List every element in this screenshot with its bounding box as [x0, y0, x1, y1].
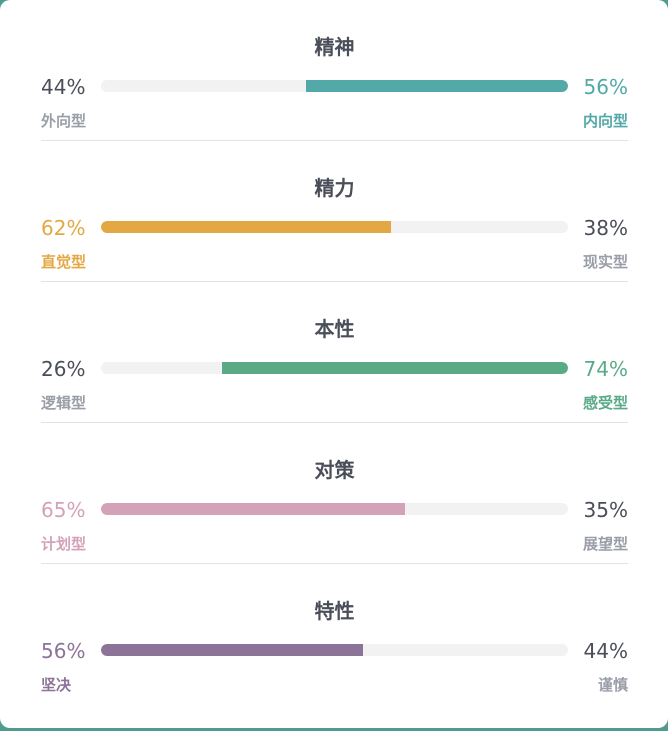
trait-title: 精力: [314, 176, 355, 200]
trait-nature: 本性 26% 74% 逻辑型 感受型: [41, 282, 628, 423]
trait-tactics: 对策 65% 35% 计划型 展望型: [41, 423, 628, 564]
left-percent: 44%: [41, 75, 86, 99]
divider: [41, 563, 628, 564]
right-label: 感受型: [582, 394, 628, 412]
left-label: 外向型: [41, 112, 87, 130]
trait-progress-bar: [101, 362, 568, 374]
right-percent: 44%: [583, 639, 628, 663]
left-percent: 56%: [41, 639, 86, 663]
divider: [41, 281, 628, 282]
right-label: 内向型: [582, 112, 628, 130]
trait-progress-fill: [101, 503, 405, 515]
trait-progress-fill: [306, 80, 568, 92]
left-percent: 65%: [41, 498, 86, 522]
trait-progress-fill: [101, 221, 391, 233]
right-percent: 74%: [583, 357, 628, 381]
divider: [41, 140, 628, 141]
trait-progress-bar: [101, 503, 568, 515]
trait-title: 精神: [314, 35, 355, 59]
left-label: 计划型: [41, 535, 87, 553]
trait-progress-fill: [101, 644, 363, 656]
divider: [41, 422, 628, 423]
right-percent: 38%: [583, 216, 628, 240]
trait-progress-bar: [101, 644, 568, 656]
trait-title: 本性: [314, 317, 355, 341]
trait-progress-bar: [101, 80, 568, 92]
left-percent: 26%: [41, 357, 86, 381]
right-percent: 56%: [583, 75, 628, 99]
trait-progress-bar: [101, 221, 568, 233]
trait-title: 对策: [314, 458, 355, 482]
trait-title: 特性: [314, 599, 355, 623]
left-label: 逻辑型: [41, 394, 87, 412]
right-percent: 35%: [583, 498, 628, 522]
trait-mind: 精神 44% 56% 外向型 内向型: [41, 0, 628, 141]
right-label: 展望型: [582, 535, 628, 553]
right-label: 现实型: [582, 253, 628, 271]
left-percent: 62%: [41, 216, 86, 240]
trait-energy: 精力 62% 38% 直觉型 现实型: [41, 141, 628, 282]
left-label: 直觉型: [41, 253, 87, 271]
trait-identity: 特性 56% 44% 坚决 谨慎: [41, 564, 628, 705]
trait-progress-fill: [222, 362, 568, 374]
right-label: 谨慎: [597, 676, 628, 694]
left-label: 坚决: [41, 676, 72, 694]
